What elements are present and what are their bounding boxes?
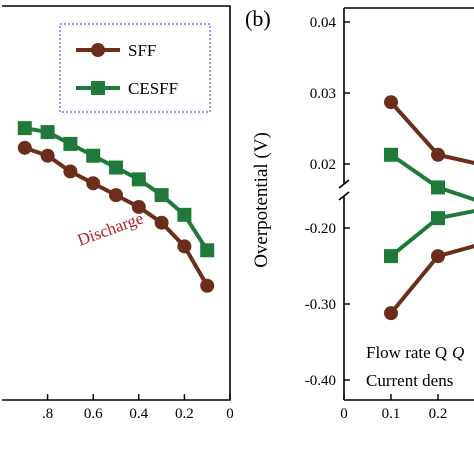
data-point-sff	[200, 278, 215, 293]
legend-label-sff: SFF	[128, 41, 156, 60]
legend-marker-sff	[91, 43, 105, 57]
data-point-sff	[384, 95, 398, 110]
y-tick-label: 0.02	[310, 157, 336, 173]
data-point-sff	[63, 164, 78, 179]
data-point-sff	[384, 306, 398, 321]
x-tick-label: 0	[340, 406, 348, 422]
y-tick-label: -0.20	[305, 221, 336, 237]
data-point-cesff	[17, 121, 32, 136]
data-point-cesff	[40, 125, 55, 140]
data-point-cesff	[154, 188, 169, 203]
data-point-sff	[86, 176, 101, 191]
y-tick-label: -0.40	[305, 373, 336, 389]
y-tick-label: 0.04	[310, 15, 337, 31]
y-tick-label: -0.30	[305, 297, 336, 313]
annotation-flow-rate: Flow rate Q	[366, 343, 447, 362]
data-point-sff	[154, 215, 169, 230]
panel-b-series	[384, 95, 474, 321]
legend-box	[59, 23, 211, 113]
x-tick-label: 0.2	[175, 406, 194, 422]
data-point-cesff	[86, 148, 101, 163]
data-point-cesff	[63, 136, 78, 151]
data-point-sff	[177, 239, 192, 254]
annotation-current-density: Current dens	[366, 371, 453, 390]
legend-marker-cesff	[91, 81, 105, 95]
data-point-sff	[17, 140, 32, 155]
panel-label: (b)	[245, 6, 271, 31]
data-point-sff	[40, 148, 55, 163]
x-tick-label: 0.1	[382, 406, 401, 422]
data-point-sff	[431, 147, 445, 162]
x-tick-label: 0	[226, 406, 234, 422]
x-tick-label: 0.2	[429, 406, 448, 422]
axis-break-mark	[338, 191, 350, 201]
panel-b-chart: (b) Overpotential (V) 0.02 0.03 0.04 -0.40 -0.…	[245, 6, 474, 422]
panel-a-frame	[2, 5, 231, 401]
data-point-cesff	[200, 243, 215, 258]
data-point-sff	[109, 188, 123, 203]
annotation-q-symbol: Q	[452, 343, 464, 362]
data-point-cesff	[131, 172, 146, 187]
data-point-cesff	[177, 207, 192, 222]
data-point-cesff	[109, 160, 123, 175]
y-tick-label: 0.03	[310, 86, 336, 102]
data-point-cesff	[431, 180, 445, 195]
y-axis-label: Overpotential (V)	[251, 132, 272, 268]
annotation-discharge: Discharge	[75, 208, 146, 249]
legend-label-cesff: CESFF	[128, 79, 178, 98]
x-tick-label: 0.6	[84, 406, 103, 422]
data-point-cesff	[384, 249, 398, 264]
x-tick-label: .8	[42, 406, 53, 422]
data-point-cesff	[384, 147, 398, 162]
panel-a-chart: .8 0.6 0.4 0.2 0 Discharge SFF CESFF	[2, 5, 234, 422]
x-tick-label: 0.4	[129, 406, 148, 422]
axis-break-mark	[338, 179, 350, 189]
data-point-sff	[131, 199, 146, 214]
data-point-cesff	[431, 211, 445, 226]
data-point-sff	[431, 249, 445, 264]
